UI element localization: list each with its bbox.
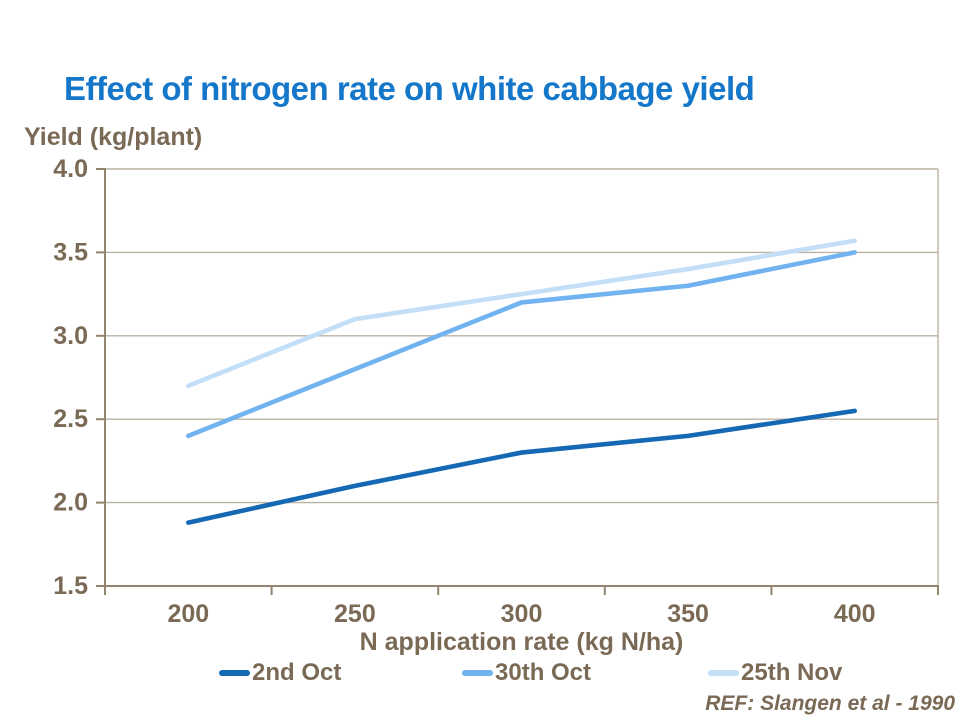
legend-swatch [462, 670, 493, 676]
y-tick-label: 2.5 [53, 405, 88, 433]
x-axis-title: N application rate (kg N/ha) [359, 628, 684, 656]
series-line-2nd-oct [186, 408, 858, 525]
y-tick-label: 3.0 [53, 322, 88, 350]
x-tick-label: 250 [334, 600, 376, 628]
legend-swatch [219, 670, 250, 676]
legend-item-30th-oct: 30th Oct [462, 659, 591, 687]
x-tick-label: 400 [834, 600, 876, 628]
legend-item-2nd-oct: 2nd Oct [219, 659, 341, 687]
legend-label: 25th Nov [741, 659, 843, 686]
x-tick-label: 200 [167, 600, 209, 628]
series-line-25th-nov [186, 238, 858, 389]
chart-legend: 2nd Oct 30th Oct 25th Nov [0, 659, 960, 689]
legend-item-25th-nov: 25th Nov [708, 659, 842, 687]
legend-swatch [708, 670, 739, 676]
reference-text: REF: Slangen et al - 1990 [705, 692, 955, 715]
x-tick-label: 350 [667, 600, 709, 628]
x-tick-label: 300 [501, 600, 543, 628]
y-axis-title: Yield (kg/plant) [24, 123, 203, 151]
chart-title: Effect of nitrogen rate on white cabbage… [64, 70, 755, 107]
legend-label: 30th Oct [495, 659, 592, 686]
y-tick-label: 2.0 [53, 489, 88, 517]
y-tick-label: 4.0 [53, 155, 88, 183]
y-tick-label: 3.5 [53, 238, 88, 266]
y-tick-label: 1.5 [53, 572, 88, 600]
series-line-30th-oct [186, 250, 858, 439]
legend-label: 2nd Oct [252, 659, 342, 686]
